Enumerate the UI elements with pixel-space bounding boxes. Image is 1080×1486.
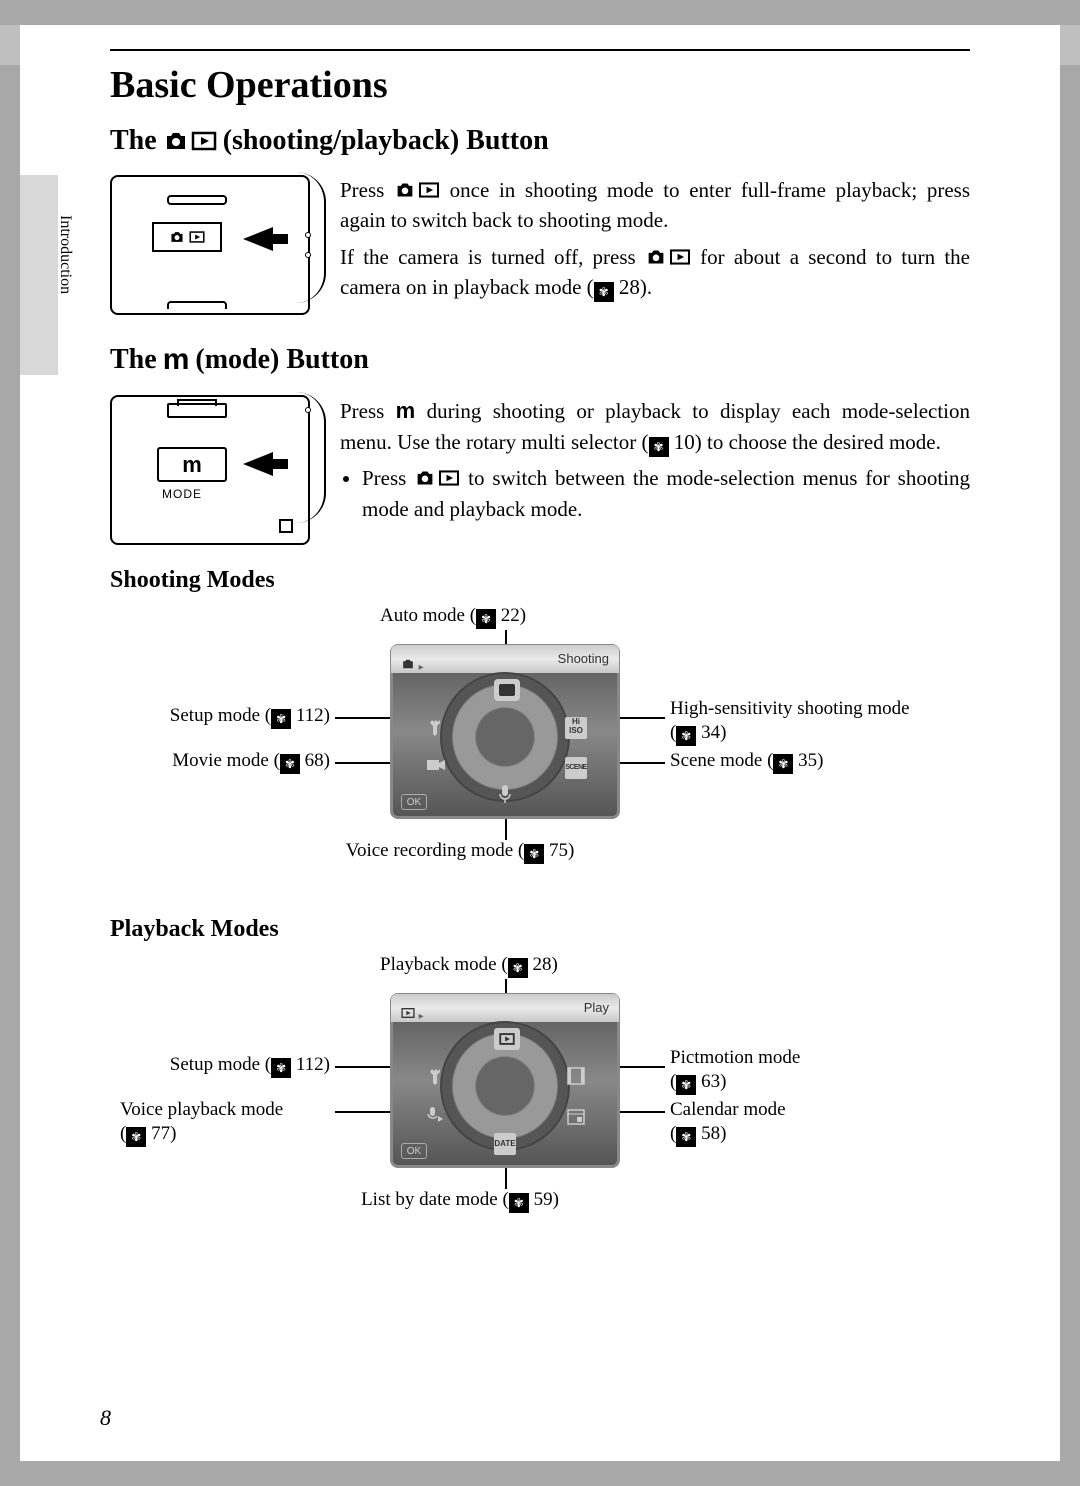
mode-m-icon: m	[396, 398, 416, 423]
shooting-mode-screen: ▸ Shooting Hi ISO SCENE OK	[390, 644, 620, 819]
date-icon: DATE	[494, 1133, 516, 1155]
playback-mode-icon	[494, 1028, 516, 1050]
heading-text: The	[110, 344, 157, 376]
microphone-icon	[494, 784, 516, 806]
content: The (shooting/playback) Button	[110, 125, 970, 1243]
page-ref-icon: ✾	[524, 844, 544, 864]
label-playback-mode: Playback mode (✾ 28)	[380, 953, 558, 978]
text: ).	[640, 275, 652, 299]
section1-text: Press once in shooting mode to enter ful…	[340, 175, 970, 309]
page-ref-icon: ✾	[271, 709, 291, 729]
label-movie-mode: Movie mode (✾ 68)	[120, 749, 330, 774]
section2-text: Press m during shooting or playback to d…	[340, 395, 970, 524]
screen-title: Shooting	[558, 651, 609, 666]
shooting-modes-diagram: Auto mode (✾ 22) Setup mode (✾ 112) Movi…	[110, 604, 970, 894]
playback-icon: ▸	[401, 1001, 424, 1031]
label-calendar: Calendar mode(✾ 58)	[670, 1098, 786, 1147]
page-ref: 28	[619, 275, 640, 299]
pictmotion-icon	[565, 1066, 587, 1088]
label-pictmotion: Pictmotion mode(✾ 63)	[670, 1046, 800, 1095]
heading-text-2: (shooting/playback) Button	[223, 125, 549, 157]
label-high-iso: High-sensitivity shoot­ing mode (✾ 34)	[670, 697, 910, 746]
page-ref-icon: ✾	[676, 1127, 696, 1147]
label-setup-mode: Setup mode (✾ 112)	[120, 704, 330, 729]
mode-m-icon: m	[163, 343, 190, 377]
page-ref-icon: ✾	[280, 754, 300, 774]
hi-iso-icon: Hi ISO	[565, 717, 587, 739]
mode-label: MODE	[162, 487, 202, 501]
ok-button-icon: OK	[401, 1143, 427, 1159]
section2-row: m MODE Press m during shooting or playba…	[110, 395, 970, 545]
text: Press	[340, 399, 396, 423]
subheading-playback: Playback Modes	[110, 916, 970, 943]
page-ref-icon: ✾	[476, 609, 496, 629]
text: If the camera is turned off, press	[340, 245, 645, 269]
calendar-icon	[565, 1106, 587, 1128]
setup-icon	[425, 717, 447, 739]
page-ref-icon: ✾	[594, 282, 614, 302]
side-label: Introduction	[56, 215, 74, 294]
setup-icon	[425, 1066, 447, 1088]
page-title: Basic Operations	[110, 63, 388, 107]
page-ref: 10	[674, 430, 695, 454]
page-ref-icon: ✾	[271, 1058, 291, 1078]
text: ) to choose the desired mode.	[695, 430, 941, 454]
page-ref-icon: ✾	[509, 1193, 529, 1213]
screen-title: Play	[584, 1000, 609, 1015]
heading-text-2: (mode) Button	[195, 344, 368, 376]
illustration-mode-button: m MODE	[110, 395, 320, 545]
text: Press	[362, 466, 414, 490]
page-ref-icon: ✾	[126, 1127, 146, 1147]
label-scene-mode: Scene mode (✾ 35)	[670, 749, 823, 774]
bullet-item: Press to switch between the mode-selec­t…	[362, 463, 970, 524]
camera-playback-icon	[414, 469, 460, 487]
section-heading-shoot-play: The (shooting/playback) Button	[110, 125, 970, 157]
page-ref-icon: ✾	[508, 958, 528, 978]
playback-mode-screen: ▸ Play DATE	[390, 993, 620, 1168]
label-voice-playback: Voice playback mode(✾ 77)	[120, 1098, 330, 1147]
playback-modes-diagram: Playback mode (✾ 28) Setup mode (✾ 112) …	[110, 953, 970, 1243]
page-ref-icon: ✾	[676, 726, 696, 746]
camera-playback-icon	[394, 181, 440, 199]
camera-playback-icon	[163, 130, 217, 152]
movie-icon	[425, 757, 447, 779]
side-tab	[20, 175, 58, 375]
page-ref-icon: ✾	[676, 1075, 696, 1095]
m-button-icon: m	[157, 447, 227, 482]
page-ref-icon: ✾	[773, 754, 793, 774]
page-ref-icon: ✾	[649, 437, 669, 457]
auto-mode-icon	[494, 679, 516, 701]
label-setup-mode: Setup mode (✾ 112)	[120, 1053, 330, 1078]
section-heading-mode: The m (mode) Button	[110, 343, 970, 377]
camera-icon: ▸	[401, 652, 424, 682]
camera-playback-icon	[645, 248, 691, 266]
heading-text: The	[110, 125, 157, 157]
label-voice-recording: Voice recording mode (✾ 75)	[340, 839, 580, 864]
text: Press	[340, 178, 394, 202]
scene-icon: SCENE	[565, 757, 587, 779]
subheading-shooting: Shooting Modes	[110, 567, 970, 594]
page-number: 8	[100, 1405, 111, 1431]
label-auto-mode: Auto mode (✾ 22)	[380, 604, 526, 629]
section1-row: Press once in shooting mode to enter ful…	[110, 175, 970, 315]
page-body: Basic Operations Introduction The (shoot…	[20, 25, 1060, 1461]
illustration-camera-button	[110, 175, 320, 315]
ok-button-icon: OK	[401, 794, 427, 810]
title-rule	[110, 49, 970, 51]
label-list-by-date: List by date mode (✾ 59)	[340, 1188, 580, 1213]
voice-playback-icon	[425, 1106, 447, 1128]
